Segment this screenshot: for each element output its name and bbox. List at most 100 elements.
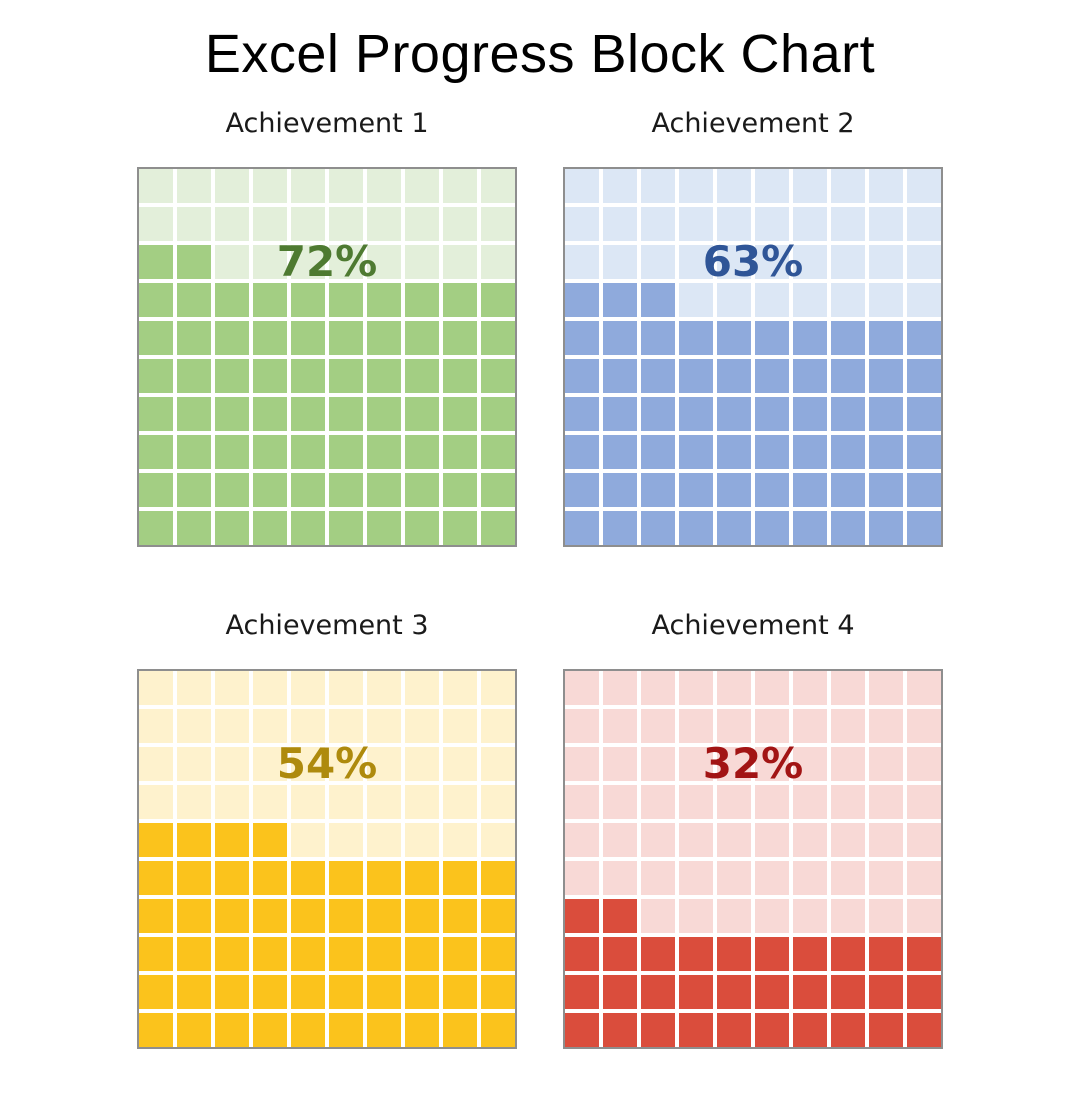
waffle-cell (291, 746, 325, 781)
waffle-cell (329, 320, 363, 355)
waffle-cell (831, 670, 865, 705)
waffle-cell (481, 670, 515, 705)
waffle-cell (405, 358, 439, 393)
charts-grid: Achievement 1 72% Achievement 2 63% Achievem… (0, 105, 1080, 1049)
waffle-cell (405, 974, 439, 1009)
waffle-cell (641, 168, 675, 203)
waffle-cell (367, 472, 401, 507)
waffle-cell (291, 510, 325, 545)
waffle-cell (717, 936, 751, 971)
waffle-cell (177, 282, 211, 317)
waffle-cell (603, 860, 637, 895)
waffle-cell (641, 396, 675, 431)
waffle-cell (717, 320, 751, 355)
waffle-cell (603, 898, 637, 933)
waffle-cell (641, 358, 675, 393)
waffle-cell (253, 282, 287, 317)
waffle-cell (831, 510, 865, 545)
waffle-cell (139, 510, 173, 545)
waffle-cell (831, 396, 865, 431)
waffle-cell (641, 860, 675, 895)
waffle-cell (793, 974, 827, 1009)
waffle-cell (717, 746, 751, 781)
waffle-cell (367, 168, 401, 203)
waffle-cell (641, 784, 675, 819)
chart-achievement-1: Achievement 1 72% (137, 105, 517, 547)
waffle-cell (565, 434, 599, 469)
waffle-cell (481, 320, 515, 355)
waffle-cell (215, 358, 249, 393)
waffle-cell (443, 510, 477, 545)
waffle-cell (367, 244, 401, 279)
waffle-cell (481, 708, 515, 743)
waffle-cell (831, 784, 865, 819)
waffle-cell (679, 898, 713, 933)
waffle-cell (405, 244, 439, 279)
waffle-cell (291, 670, 325, 705)
waffle-cell (139, 244, 173, 279)
waffle-cell (907, 282, 941, 317)
waffle-cell (717, 822, 751, 857)
waffle-cell (793, 860, 827, 895)
waffle-cell (139, 434, 173, 469)
waffle-cell (443, 1012, 477, 1047)
waffle-cell (717, 670, 751, 705)
waffle-cell (641, 746, 675, 781)
waffle-cell (717, 708, 751, 743)
waffle-cell (793, 784, 827, 819)
waffle-cell (755, 206, 789, 241)
waffle-cell (367, 206, 401, 241)
waffle-cell (679, 168, 713, 203)
waffle-grid: 72% (137, 166, 517, 547)
waffle-cell (717, 898, 751, 933)
waffle-cell (793, 282, 827, 317)
waffle-cell (253, 434, 287, 469)
waffle-cell (139, 670, 173, 705)
waffle-cell (443, 282, 477, 317)
waffle-cell (215, 396, 249, 431)
waffle-cell (215, 708, 249, 743)
waffle-cell (603, 472, 637, 507)
waffle-cell (603, 396, 637, 431)
waffle-cell (291, 168, 325, 203)
waffle-cell (907, 168, 941, 203)
waffle-cell (253, 898, 287, 933)
waffle-cell (367, 434, 401, 469)
waffle-cell (177, 670, 211, 705)
waffle-cell (405, 472, 439, 507)
waffle-cell (717, 206, 751, 241)
waffle-cell (679, 936, 713, 971)
waffle-cell (367, 708, 401, 743)
waffle-cell (367, 936, 401, 971)
waffle-cell (869, 510, 903, 545)
waffle-cell (831, 936, 865, 971)
waffle-cell (907, 396, 941, 431)
waffle-cell (405, 1012, 439, 1047)
waffle-cell (603, 974, 637, 1009)
waffle-cell (253, 510, 287, 545)
chart-title: Achievement 2 (651, 107, 855, 139)
waffle-cell (329, 168, 363, 203)
waffle-cell (641, 510, 675, 545)
waffle-cell (907, 860, 941, 895)
waffle-cell (831, 1012, 865, 1047)
waffle-cell (367, 510, 401, 545)
waffle-cell (443, 320, 477, 355)
waffle-cell (565, 860, 599, 895)
waffle-cell (641, 472, 675, 507)
waffle-cell (907, 358, 941, 393)
waffle-cell (641, 320, 675, 355)
waffle-cell (793, 358, 827, 393)
waffle-cell (641, 670, 675, 705)
waffle-cell (367, 1012, 401, 1047)
waffle-cell (793, 670, 827, 705)
waffle-cell (139, 1012, 173, 1047)
waffle-cell (565, 936, 599, 971)
waffle-cell (253, 396, 287, 431)
waffle-cell (869, 282, 903, 317)
waffle-cell (291, 206, 325, 241)
waffle-cell (717, 434, 751, 469)
waffle-cell (443, 168, 477, 203)
waffle-cell (907, 822, 941, 857)
waffle-cell (139, 708, 173, 743)
